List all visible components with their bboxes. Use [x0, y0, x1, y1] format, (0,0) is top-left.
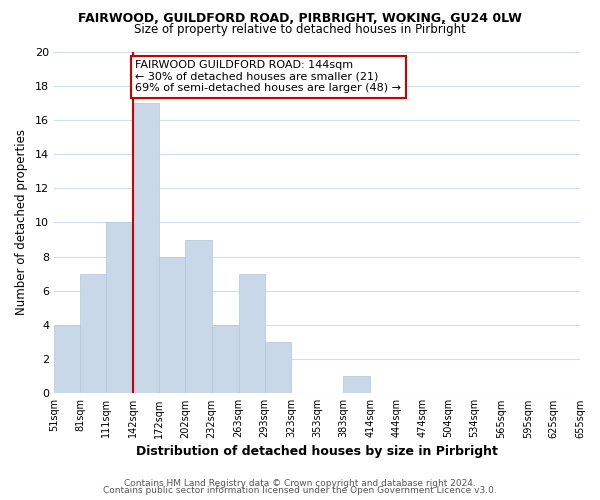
- Text: Size of property relative to detached houses in Pirbright: Size of property relative to detached ho…: [134, 22, 466, 36]
- Bar: [160, 256, 185, 394]
- Y-axis label: Number of detached properties: Number of detached properties: [15, 130, 28, 316]
- Bar: [265, 342, 291, 394]
- Bar: [343, 376, 370, 394]
- X-axis label: Distribution of detached houses by size in Pirbright: Distribution of detached houses by size …: [136, 444, 498, 458]
- Text: FAIRWOOD GUILDFORD ROAD: 144sqm
← 30% of detached houses are smaller (21)
69% of: FAIRWOOD GUILDFORD ROAD: 144sqm ← 30% of…: [136, 60, 401, 93]
- Bar: [239, 274, 265, 394]
- Bar: [54, 325, 80, 394]
- Text: Contains public sector information licensed under the Open Government Licence v3: Contains public sector information licen…: [103, 486, 497, 495]
- Text: Contains HM Land Registry data © Crown copyright and database right 2024.: Contains HM Land Registry data © Crown c…: [124, 478, 476, 488]
- Bar: [133, 103, 160, 394]
- Bar: [212, 325, 239, 394]
- Text: FAIRWOOD, GUILDFORD ROAD, PIRBRIGHT, WOKING, GU24 0LW: FAIRWOOD, GUILDFORD ROAD, PIRBRIGHT, WOK…: [78, 12, 522, 26]
- Bar: [80, 274, 106, 394]
- Bar: [106, 222, 133, 394]
- Bar: [185, 240, 212, 394]
